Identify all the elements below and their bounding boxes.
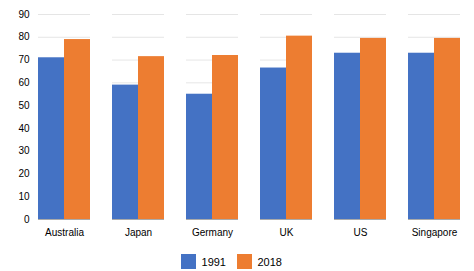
html-text:1991: 1991 — [201, 255, 226, 268]
svg-text:80: 80 — [18, 31, 30, 42]
svg-text:US: US — [354, 227, 368, 238]
svg-text:Singapore: Singapore — [412, 227, 458, 238]
svg-text:50: 50 — [18, 100, 30, 111]
svg-text:Germany: Germany — [192, 227, 233, 238]
svg-text:20: 20 — [18, 168, 30, 179]
svg-text:UK: UK — [280, 227, 294, 238]
svg-text:40: 40 — [18, 123, 30, 134]
svg-text:90: 90 — [18, 9, 30, 20]
html-text:2018: 2018 — [257, 255, 282, 268]
svg-text:Japan: Japan — [125, 227, 152, 238]
svg-text:Australia: Australia — [45, 227, 84, 238]
svg-text:70: 70 — [18, 54, 30, 65]
svg-text:60: 60 — [18, 77, 30, 88]
svg-text:10: 10 — [18, 191, 30, 202]
svg-text:0: 0 — [24, 214, 30, 225]
svg-text:30: 30 — [18, 145, 30, 156]
